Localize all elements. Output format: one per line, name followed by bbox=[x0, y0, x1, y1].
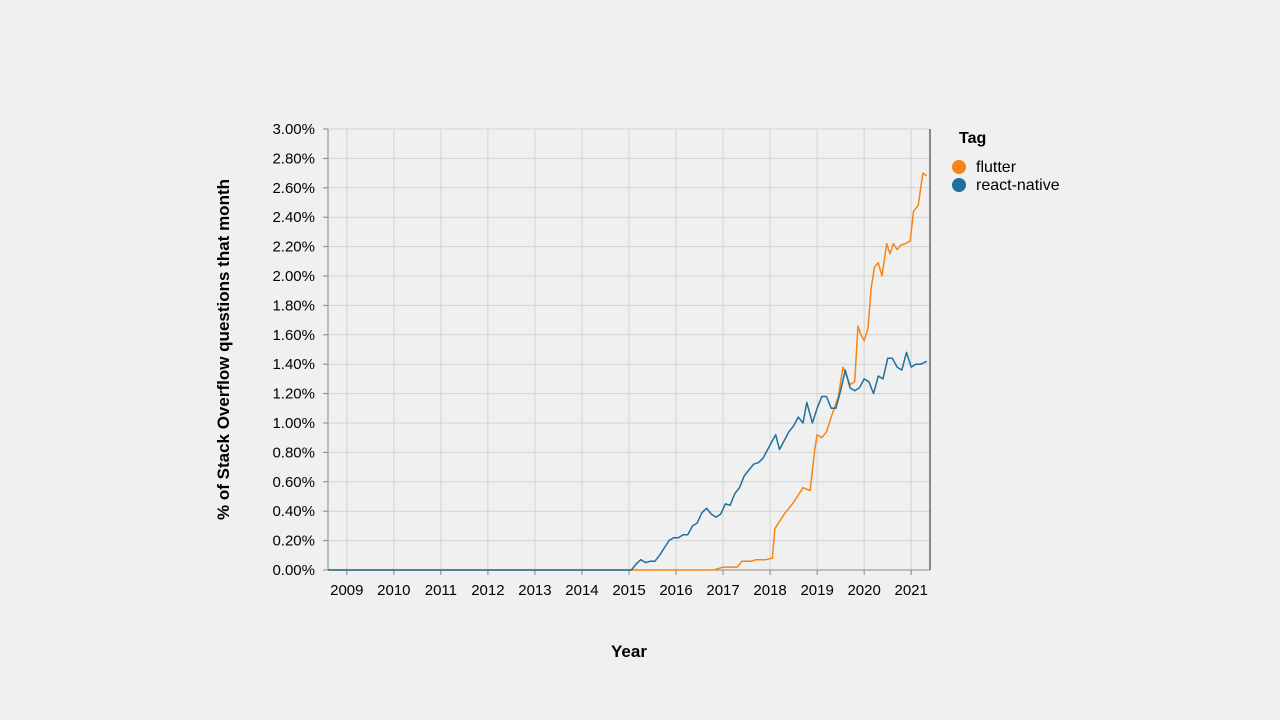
legend-title: Tag bbox=[959, 130, 986, 147]
y-tick-label: 1.20% bbox=[272, 386, 315, 403]
x-tick-label: 2015 bbox=[612, 582, 645, 599]
legend-label-flutter: flutter bbox=[976, 159, 1017, 176]
y-tick-label: 0.00% bbox=[272, 562, 315, 579]
x-tick-label: 2019 bbox=[800, 582, 833, 599]
y-tick-label: 2.80% bbox=[272, 150, 315, 167]
y-tick-label: 2.40% bbox=[272, 209, 315, 226]
grid bbox=[328, 128, 931, 571]
x-tick-label: 2012 bbox=[471, 582, 504, 599]
x-tick-label: 2017 bbox=[706, 582, 739, 599]
y-axis: 0.00% 0.20% 0.40% 0.60% 0.80% 1.00% 1.20% 1.40%… bbox=[272, 121, 329, 579]
series-line-react-native bbox=[328, 351, 928, 571]
x-tick-label: 2018 bbox=[753, 582, 786, 599]
y-tick-label: 0.80% bbox=[272, 444, 315, 461]
legend-marker-react-native bbox=[952, 178, 966, 192]
y-tick-label: 0.40% bbox=[272, 503, 315, 520]
y-axis-title: % of Stack Overflow questions that month bbox=[214, 179, 233, 520]
y-tick-label: 3.00% bbox=[272, 121, 315, 138]
x-tick-label: 2021 bbox=[895, 582, 928, 599]
x-tick-label: 2010 bbox=[377, 582, 410, 599]
x-tick-label: 2009 bbox=[330, 582, 363, 599]
x-tick-label: 2014 bbox=[565, 582, 598, 599]
x-tick-label: 2016 bbox=[659, 582, 692, 599]
legend-marker-flutter bbox=[952, 160, 966, 174]
y-tick-label: 2.20% bbox=[272, 239, 315, 256]
series-lines bbox=[328, 172, 928, 571]
x-axis: 2009 2010 2011 2012 2013 2014 2015 2016 2017 2018… bbox=[328, 569, 930, 599]
y-tick-label: 1.80% bbox=[272, 297, 315, 314]
legend-label-react-native: react-native bbox=[976, 177, 1060, 194]
y-tick-label: 1.60% bbox=[272, 327, 315, 344]
y-tick-label: 2.00% bbox=[272, 268, 315, 285]
x-tick-label: 2011 bbox=[425, 582, 457, 599]
y-tick-label: 1.40% bbox=[272, 356, 315, 373]
x-axis-title: Year bbox=[611, 642, 647, 661]
x-tick-label: 2020 bbox=[847, 582, 880, 599]
y-tick-label: 1.00% bbox=[272, 415, 315, 432]
y-tick-label: 0.20% bbox=[272, 533, 315, 550]
y-tick-label: 0.60% bbox=[272, 474, 315, 491]
x-tick-label: 2013 bbox=[518, 582, 551, 599]
y-tick-label: 2.60% bbox=[272, 180, 315, 197]
